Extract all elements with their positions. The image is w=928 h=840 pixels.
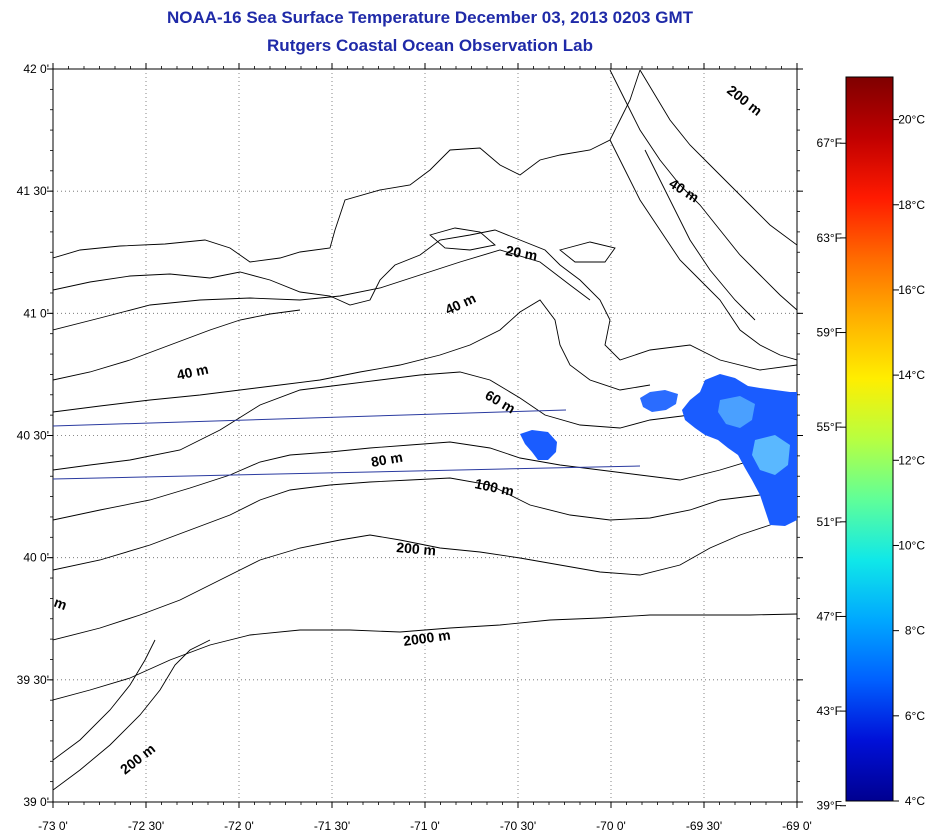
lon-tick-label: -69 30' xyxy=(686,819,722,833)
contour-200m xyxy=(53,514,797,641)
track-line xyxy=(53,409,567,427)
lon-tick-label: -73 0' xyxy=(38,819,68,833)
contour-label: 200 m xyxy=(396,539,437,558)
contour-label: 20 m xyxy=(504,242,538,263)
lon-tick-label: -72 0' xyxy=(224,819,254,833)
contour-label: 40 m xyxy=(175,361,210,383)
island xyxy=(559,241,616,263)
map-subtitle: Rutgers Coastal Ocean Observation Lab xyxy=(267,36,593,55)
sst-patch-light xyxy=(718,396,755,428)
graticule xyxy=(53,69,797,802)
contour-60m xyxy=(53,371,797,471)
sst-patch xyxy=(520,430,557,460)
colorbar-label-c: 6°C xyxy=(905,709,925,723)
contour-label: m xyxy=(52,594,69,613)
coastline-south xyxy=(53,229,797,371)
contour-sw-2 xyxy=(53,639,156,761)
lat-tick-label: 42 0' xyxy=(23,62,49,76)
colorbar-label-c: 16°C xyxy=(898,283,925,297)
sst-patch xyxy=(640,390,678,412)
colorbar-label-c: 20°C xyxy=(898,113,925,127)
colorbar-label-f: 59°F xyxy=(817,326,842,340)
lon-tick-label: -71 30' xyxy=(314,819,350,833)
colorbar-label-c: 10°C xyxy=(898,538,925,552)
colorbar-label-f: 39°F xyxy=(817,799,842,813)
contour-40m xyxy=(53,299,651,413)
lat-tick-label: 39 0' xyxy=(23,795,49,809)
colorbar-label-c: 14°C xyxy=(898,368,925,382)
cape-cod xyxy=(609,139,797,361)
contour-200m-sw xyxy=(53,639,211,791)
lon-tick-label: -70 30' xyxy=(500,819,536,833)
contour-2000m xyxy=(53,613,797,701)
contour-label: 2000 m xyxy=(402,627,451,649)
colorbar-label-c: 4°C xyxy=(905,794,925,808)
map-features xyxy=(53,69,797,791)
axis-labels: -73 0' -72 30' -72 0' -71 30' -71 0' -70 30' -… xyxy=(17,62,812,833)
colorbar-labels: 20°C 18°C 16°C 14°C 12°C 10°C 8°C 6°C 4°C 67°F 63°… xyxy=(817,113,926,813)
lat-tick-label: 39 30' xyxy=(17,673,49,687)
colorbar-label-f: 63°F xyxy=(817,231,842,245)
contour-100m xyxy=(53,477,797,571)
colorbar-label-f: 47°F xyxy=(817,609,842,623)
colorbar-label-c: 18°C xyxy=(898,198,925,212)
lat-tick-label: 41 30' xyxy=(17,184,49,198)
contour-80m xyxy=(53,441,797,521)
colorbar-label-f: 43°F xyxy=(817,704,842,718)
track-line xyxy=(53,465,641,480)
sst-patch-light xyxy=(752,435,790,475)
colorbar-label-f: 51°F xyxy=(817,515,842,529)
colorbar-label-f: 67°F xyxy=(817,136,842,150)
lon-tick-label: -70 0' xyxy=(596,819,626,833)
sst-patch xyxy=(682,374,797,526)
map-title: NOAA-16 Sea Surface Temperature December… xyxy=(167,8,693,27)
contour-ne-200m xyxy=(639,69,797,246)
coastline xyxy=(53,69,641,263)
colorbar xyxy=(845,76,894,802)
lon-tick-label: -69 0' xyxy=(782,819,812,833)
contour-40m-west xyxy=(53,309,301,381)
contour-20m xyxy=(53,249,591,331)
lon-tick-label: -72 30' xyxy=(128,819,164,833)
lat-tick-label: 41 0' xyxy=(23,306,49,320)
lon-tick-label: -71 0' xyxy=(410,819,440,833)
colorbar-label-c: 8°C xyxy=(905,624,925,638)
lat-tick-label: 40 30' xyxy=(17,429,49,443)
colorbar-label-c: 12°C xyxy=(898,453,925,467)
contour-ne-40m xyxy=(609,69,797,311)
cape-cod-inner xyxy=(644,149,756,321)
island xyxy=(429,227,496,251)
colorbar-label-f: 55°F xyxy=(817,420,842,434)
contour-label: 80 m xyxy=(370,449,404,470)
lat-tick-label: 40 0' xyxy=(23,551,49,565)
